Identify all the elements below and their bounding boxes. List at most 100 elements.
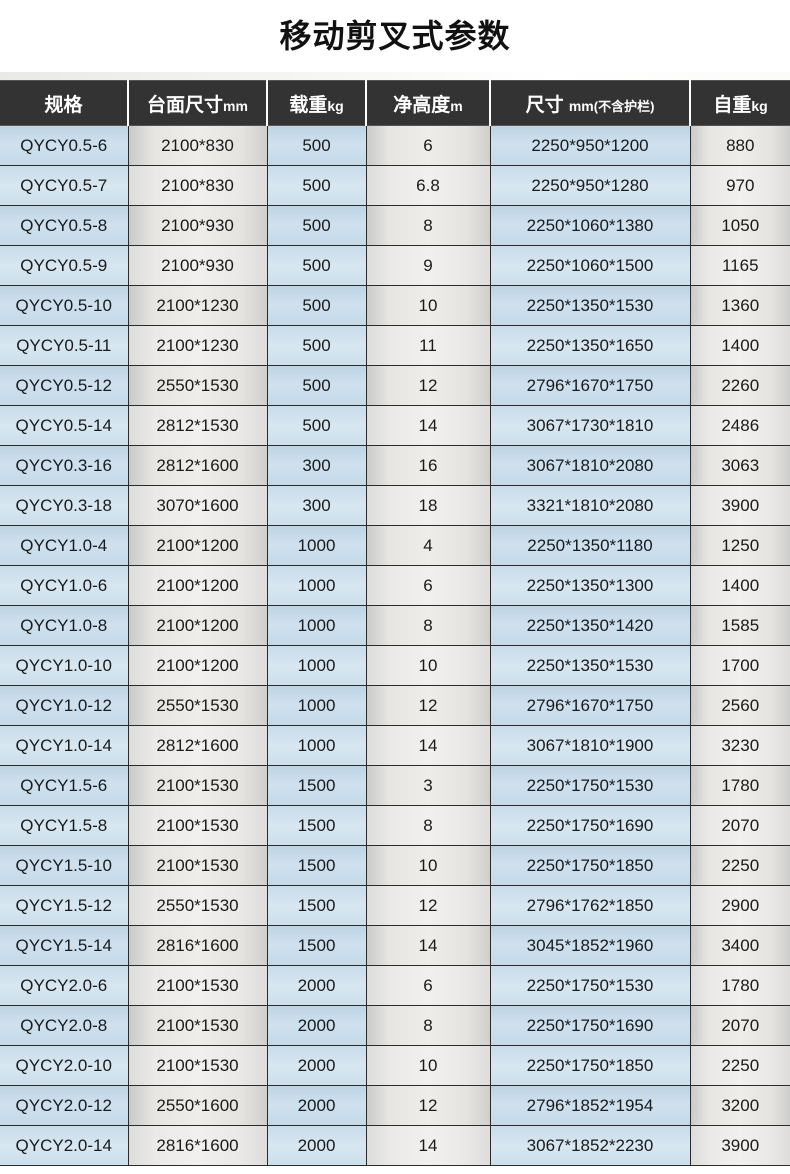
cell-size: 2796*1762*1850 (490, 885, 691, 926)
cell-model: QYCY1.5-6 (0, 765, 129, 806)
table-row: QYCY1.0-12 2550*1530 1000 12 2796*1670*1750 2… (0, 685, 790, 726)
cell-size: 2250*1750*1530 (490, 965, 691, 1006)
cell-model: QYCY2.0-6 (0, 965, 129, 1006)
cell-load: 500 (267, 365, 367, 406)
table-row: QYCY1.5-10 2100*1530 1500 10 2250*1750*1850 2… (0, 845, 790, 886)
cell-size: 2250*1350*1530 (490, 645, 691, 686)
column-header-load-label: 载重 (289, 94, 328, 116)
cell-size: 3321*1810*2080 (490, 485, 691, 526)
cell-weight: 3230 (690, 725, 790, 766)
table-row: QYCY0.5-7 2100*830 500 6.8 2250*950*1280 970 (0, 165, 790, 206)
cell-weight: 1780 (690, 965, 790, 1006)
cell-weight: 2486 (690, 405, 790, 446)
table-row: QYCY1.0-14 2812*1600 1000 14 3067*1810*1900 3… (0, 725, 790, 766)
cell-model: QYCY1.0-12 (0, 685, 129, 726)
spec-table-wrap: 规格 台面尺寸mm 载重kg 净高度m 尺寸 mm(不含护栏) 自重kg QYC… (0, 80, 790, 1166)
cell-weight: 1050 (690, 205, 790, 246)
cell-platform: 2812*1600 (128, 445, 268, 486)
cell-model: QYCY1.0-8 (0, 605, 129, 646)
column-header-size-unit: mm (568, 97, 594, 114)
cell-model: QYCY1.0-14 (0, 725, 129, 766)
cell-height: 8 (366, 205, 491, 246)
column-header-size: 尺寸 mm(不含护栏) (489, 80, 691, 126)
cell-model: QYCY2.0-10 (0, 1045, 129, 1086)
cell-model: QYCY0.5-14 (0, 405, 129, 446)
table-row: QYCY2.0-12 2550*1600 2000 12 2796*1852*1954 3… (0, 1085, 790, 1126)
cell-load: 2000 (267, 965, 367, 1006)
spec-table: 规格 台面尺寸mm 载重kg 净高度m 尺寸 mm(不含护栏) 自重kg QYC… (0, 80, 790, 1166)
cell-size: 2250*1750*1850 (490, 845, 691, 886)
cell-platform: 2100*1530 (128, 1005, 268, 1046)
column-header-size-label: 尺寸 (525, 94, 564, 116)
cell-platform: 2100*1530 (128, 1045, 268, 1086)
page-title: 移动剪叉式参数 (279, 18, 511, 54)
table-row: QYCY1.5-14 2816*1600 1500 14 3045*1852*1960 3… (0, 925, 790, 966)
cell-platform: 2812*1530 (128, 405, 268, 446)
cell-platform: 2100*930 (128, 205, 268, 246)
cell-height: 6 (366, 125, 491, 166)
cell-size: 2250*950*1200 (490, 125, 691, 166)
cell-platform: 2100*1530 (128, 765, 268, 806)
cell-load: 2000 (267, 1045, 367, 1086)
cell-weight: 3900 (690, 1125, 790, 1166)
cell-load: 1500 (267, 925, 367, 966)
cell-size: 2796*1670*1750 (490, 685, 691, 726)
cell-weight: 3400 (690, 925, 790, 966)
cell-model: QYCY2.0-8 (0, 1005, 129, 1046)
cell-weight: 1400 (690, 565, 790, 606)
cell-load: 1000 (267, 725, 367, 766)
cell-weight: 3063 (690, 445, 790, 486)
cell-height: 8 (366, 1005, 491, 1046)
column-header-size-note: (不含护栏) (593, 98, 655, 114)
cell-weight: 2070 (690, 1005, 790, 1046)
cell-model: QYCY0.5-11 (0, 325, 129, 366)
cell-size: 2250*950*1280 (490, 165, 691, 206)
cell-platform: 2816*1600 (128, 925, 268, 966)
cell-height: 14 (366, 1125, 491, 1166)
cell-model: QYCY0.5-10 (0, 285, 129, 326)
cell-weight: 2900 (690, 885, 790, 926)
cell-platform: 2816*1600 (128, 1125, 268, 1166)
cell-platform: 2100*1230 (128, 325, 268, 366)
table-row: QYCY1.5-6 2100*1530 1500 3 2250*1750*1530 178… (0, 765, 790, 806)
cell-height: 18 (366, 485, 491, 526)
cell-weight: 1400 (690, 325, 790, 366)
table-row: QYCY0.5-6 2100*830 500 6 2250*950*1200 880 (0, 125, 790, 166)
cell-load: 500 (267, 205, 367, 246)
cell-load: 500 (267, 285, 367, 326)
cell-height: 10 (366, 845, 491, 886)
table-row: QYCY1.5-12 2550*1530 1500 12 2796*1762*1850 2… (0, 885, 790, 926)
table-row: QYCY1.0-10 2100*1200 1000 10 2250*1350*1530 1… (0, 645, 790, 686)
page-title-bar: 移动剪叉式参数 (0, 0, 790, 72)
cell-weight: 2250 (690, 1045, 790, 1086)
cell-model: QYCY0.5-7 (0, 165, 129, 206)
cell-load: 1000 (267, 605, 367, 646)
cell-platform: 2100*830 (128, 165, 268, 206)
cell-load: 1000 (267, 525, 367, 566)
column-header-height: 净高度m (365, 80, 491, 126)
cell-load: 500 (267, 245, 367, 286)
table-row: QYCY0.3-16 2812*1600 300 16 3067*1810*2080 30… (0, 445, 790, 486)
cell-load: 500 (267, 325, 367, 366)
cell-platform: 2550*1600 (128, 1085, 268, 1126)
table-row: QYCY2.0-6 2100*1530 2000 6 2250*1750*1530 178… (0, 965, 790, 1006)
cell-size: 3067*1810*1900 (490, 725, 691, 766)
column-header-weight-unit: kg (751, 97, 768, 114)
column-header-load: 载重kg (266, 80, 367, 126)
cell-platform: 2100*1200 (128, 605, 268, 646)
column-header-platform-unit: mm (223, 97, 248, 114)
cell-load: 500 (267, 405, 367, 446)
table-row: QYCY2.0-14 2816*1600 2000 14 3067*1852*2230 3… (0, 1125, 790, 1166)
table-row: QYCY1.5-8 2100*1530 1500 8 2250*1750*1690 207… (0, 805, 790, 846)
cell-load: 300 (267, 485, 367, 526)
cell-height: 11 (366, 325, 491, 366)
cell-height: 12 (366, 885, 491, 926)
column-header-model-label: 规格 (44, 94, 83, 116)
cell-weight: 1250 (690, 525, 790, 566)
cell-height: 10 (366, 285, 491, 326)
cell-weight: 2560 (690, 685, 790, 726)
cell-height: 14 (366, 925, 491, 966)
cell-load: 1500 (267, 885, 367, 926)
cell-load: 1500 (267, 845, 367, 886)
cell-size: 2250*1750*1690 (490, 805, 691, 846)
